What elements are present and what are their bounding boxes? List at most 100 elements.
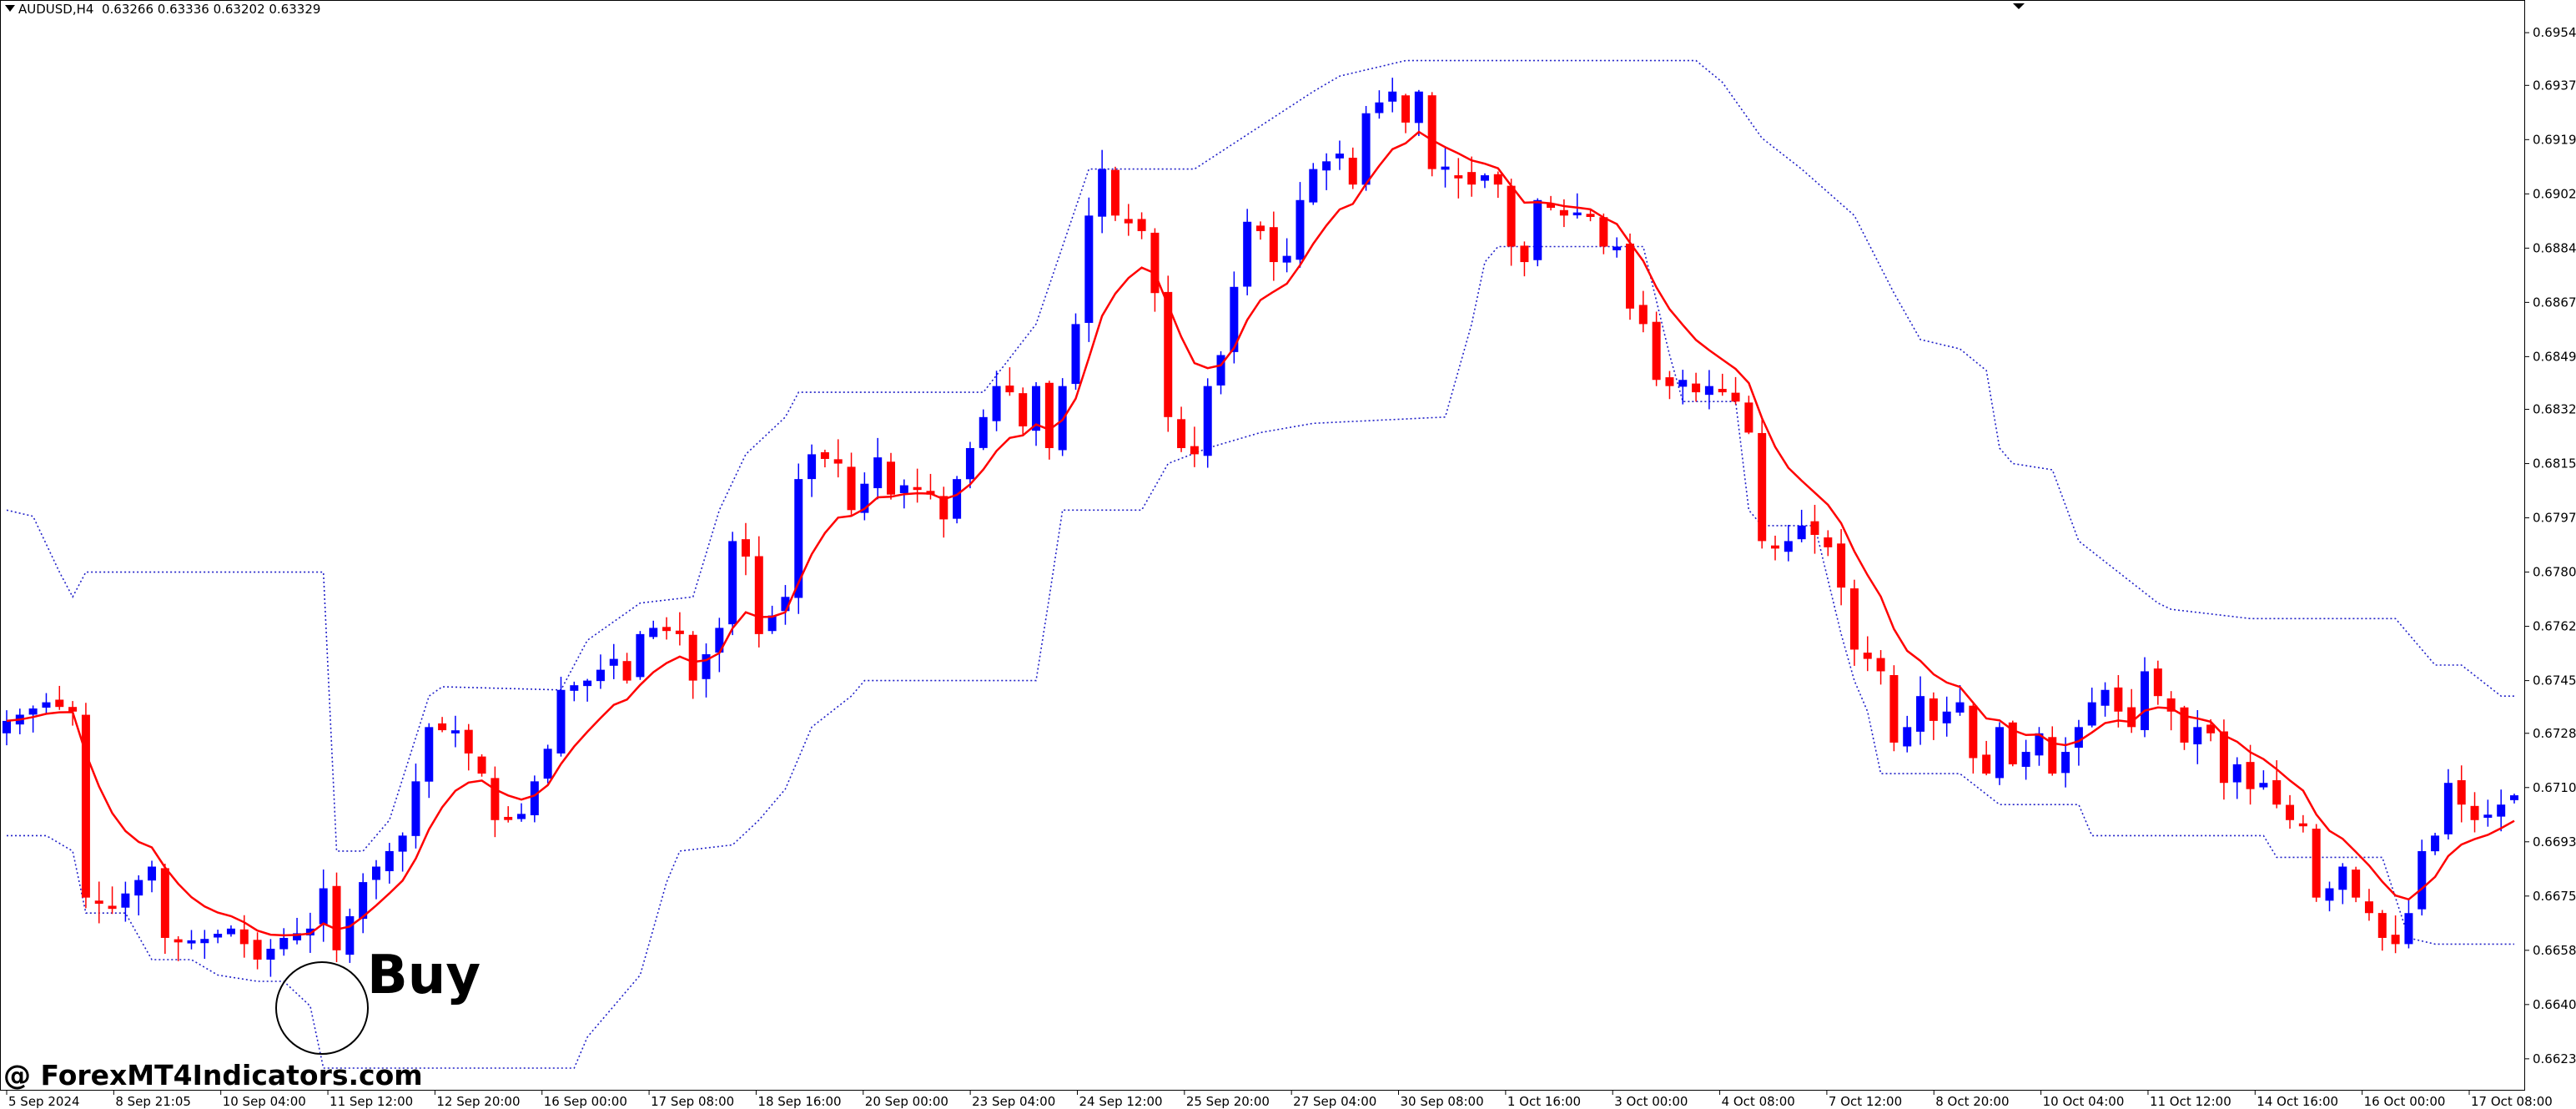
candle-body	[1547, 203, 1556, 209]
candle-body	[596, 669, 605, 682]
candle-body	[965, 447, 974, 480]
candle-body	[28, 708, 38, 715]
candle-body	[2193, 727, 2202, 744]
candle	[121, 881, 130, 922]
candle-body	[754, 556, 763, 634]
symbol-menu-icon[interactable]	[5, 5, 15, 12]
candle	[808, 444, 817, 497]
candle	[2166, 691, 2176, 731]
candle-body	[1638, 305, 1648, 325]
candle	[253, 932, 262, 970]
candle	[293, 917, 302, 945]
candle	[1559, 199, 1568, 228]
candle	[1375, 90, 1384, 119]
candle	[1982, 740, 1991, 776]
candle-body	[1322, 161, 1331, 171]
candle	[1203, 378, 1212, 468]
candle-body	[1282, 255, 1291, 263]
candle	[1110, 166, 1119, 221]
candle	[2141, 657, 2150, 738]
candle	[2087, 688, 2096, 728]
candle	[2377, 910, 2387, 951]
candle	[1586, 209, 1595, 222]
candle-body	[1269, 227, 1278, 263]
candle-body	[1256, 225, 1265, 231]
channel-upper-line	[6, 59, 2514, 852]
candle-body	[121, 893, 130, 908]
candle	[1256, 221, 1265, 240]
candle	[767, 605, 777, 634]
candle	[820, 449, 829, 468]
x-tick-label: 10 Oct 04:00	[2043, 1094, 2125, 1109]
candle	[1665, 371, 1674, 400]
candle-body	[992, 386, 1001, 421]
candle	[1955, 685, 1965, 716]
candle	[2483, 799, 2493, 827]
candle-body	[1559, 209, 1568, 216]
candle-body	[2087, 702, 2096, 726]
candle-body	[1889, 675, 1899, 743]
candle	[2470, 792, 2479, 833]
candle	[649, 620, 658, 639]
candle	[2219, 719, 2228, 800]
candle-body	[860, 483, 869, 513]
scroll-marker-icon[interactable]	[2013, 3, 2025, 9]
candle	[28, 705, 38, 733]
candle-body	[1177, 419, 1186, 448]
candle	[2180, 705, 2189, 750]
candle-body	[1110, 169, 1119, 216]
candle	[438, 717, 447, 733]
candle-body	[1019, 393, 1028, 426]
candle-body	[1071, 324, 1080, 385]
candle-body	[887, 461, 896, 495]
chart-header: AUDUSD,H4 0.63266 0.63336 0.63202 0.6332…	[5, 2, 320, 17]
candle	[1638, 290, 1648, 333]
candle-body	[1137, 219, 1146, 231]
candle-body	[543, 749, 552, 779]
candle	[833, 439, 843, 478]
candle-body	[2391, 935, 2400, 945]
candle-body	[767, 615, 777, 632]
candle-body	[2443, 783, 2453, 834]
candle-body	[939, 496, 948, 520]
moving-average	[6, 130, 2515, 937]
candle	[662, 617, 672, 640]
candle-body	[477, 756, 486, 774]
candle-body	[2246, 762, 2255, 789]
candle	[1520, 241, 1529, 277]
candle-body	[450, 730, 460, 733]
x-tick-label: 20 Sep 00:00	[865, 1094, 948, 1109]
candle-body	[2510, 795, 2518, 800]
candle-body	[1533, 199, 1542, 260]
candle	[1216, 350, 1225, 395]
candle	[425, 723, 434, 799]
candle-body	[1032, 386, 1041, 431]
candle	[1322, 153, 1331, 190]
candle	[1493, 171, 1502, 199]
x-tick-label: 14 Oct 16:00	[2257, 1094, 2338, 1109]
candle	[2418, 839, 2427, 916]
candle-body	[1190, 446, 1199, 455]
candle	[2497, 789, 2506, 832]
candle-body	[2298, 823, 2307, 827]
candle-body	[820, 451, 829, 459]
candle-body	[741, 539, 750, 557]
candle-body	[385, 850, 394, 872]
candle	[860, 472, 869, 521]
candle-body	[148, 866, 157, 881]
candle-body	[847, 466, 856, 511]
buy-signal-label: Buy	[367, 945, 481, 1006]
candle-body	[2008, 722, 2017, 764]
candle-body	[2286, 804, 2295, 820]
candle	[266, 939, 275, 977]
x-tick-label: 7 Oct 12:00	[1829, 1094, 1902, 1109]
candle	[477, 754, 486, 777]
x-tick-label: 12 Sep 20:00	[436, 1094, 520, 1109]
